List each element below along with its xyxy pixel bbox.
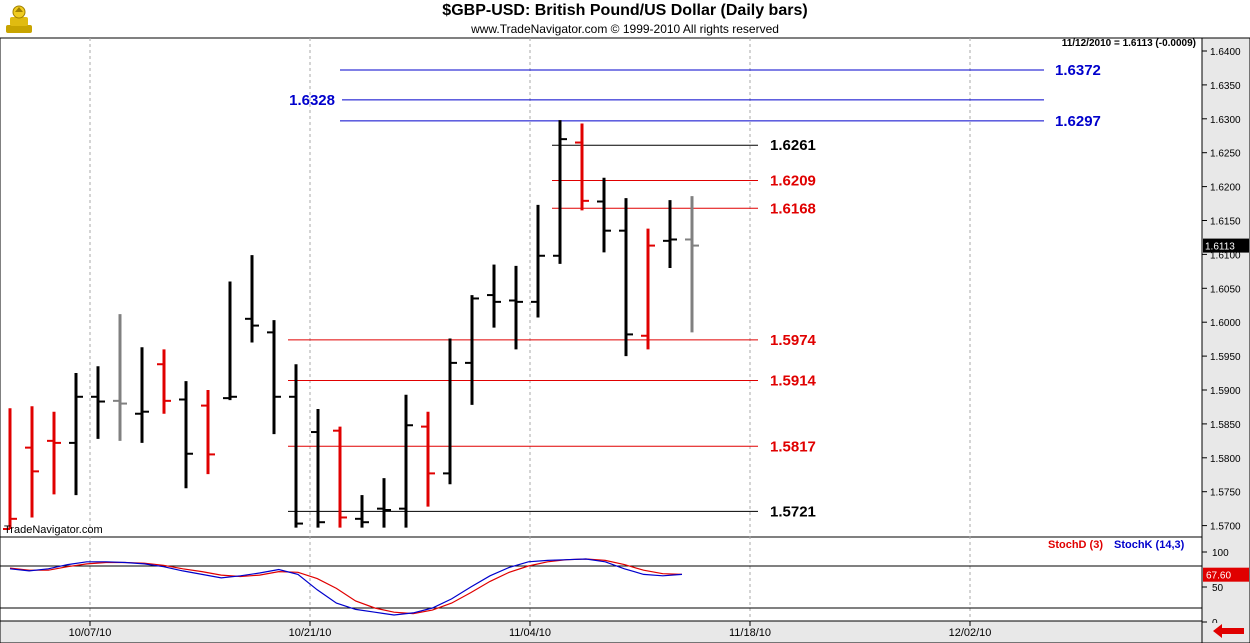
price-tick-label: 1.5700 bbox=[1210, 522, 1241, 533]
date-tick-label: 10/07/10 bbox=[69, 627, 112, 639]
oscillator-tick-label: 100 bbox=[1212, 548, 1229, 559]
last-quote-readout: 11/12/2010 = 1.6113 (-0.0009) bbox=[1062, 38, 1196, 49]
level-label: 1.6168 bbox=[770, 200, 816, 217]
price-tick-label: 1.6250 bbox=[1210, 149, 1241, 160]
level-label: 1.6372 bbox=[1055, 62, 1101, 79]
ohlc-bar bbox=[487, 264, 501, 328]
ohlc-bar bbox=[553, 120, 567, 264]
price-tick-label: 1.5950 bbox=[1210, 352, 1241, 363]
ohlc-bar bbox=[267, 320, 281, 435]
level-label: 1.6297 bbox=[1055, 113, 1101, 130]
level-lines: 1.6372 1.6328 1.6297 1.6261 1.6209 1.6168 1.59… bbox=[288, 62, 1101, 520]
ohlc-bar bbox=[399, 394, 413, 528]
last-price-tag bbox=[1203, 238, 1249, 253]
date-tick-label: 11/18/10 bbox=[729, 627, 771, 639]
date-tick-label: 10/21/10 bbox=[289, 627, 332, 639]
legend-stochd: StochD (3) bbox=[1048, 539, 1103, 551]
ohlc-bar bbox=[179, 381, 193, 489]
ohlc-bar bbox=[377, 478, 391, 528]
price-tick-label: 1.5900 bbox=[1210, 386, 1241, 397]
oscillator-series-line bbox=[9, 558, 683, 616]
ohlc-bar bbox=[355, 495, 369, 528]
oscillator-panel bbox=[0, 536, 1203, 622]
ohlc-bar bbox=[619, 198, 633, 357]
last-price-tag-label: 1.6113 bbox=[1205, 242, 1235, 253]
price-tick-label: 1.6300 bbox=[1210, 115, 1241, 126]
oscillator-tick-label: 50 bbox=[1212, 583, 1224, 594]
level-label: 1.6328 bbox=[289, 92, 335, 109]
chart-title: $GBP-USD: British Pound/US Dollar (Daily… bbox=[442, 2, 808, 19]
ohlc-bar bbox=[135, 347, 149, 443]
ohlc-bar bbox=[113, 314, 127, 441]
price-axis-panel bbox=[1201, 37, 1250, 643]
oscillator-lines bbox=[9, 558, 683, 616]
ohlc-bar bbox=[311, 408, 325, 528]
scroll-left-icon[interactable] bbox=[1207, 623, 1247, 640]
ohlc-bar bbox=[47, 411, 61, 495]
ohlc-bar bbox=[421, 411, 435, 507]
ohlc-bar bbox=[289, 364, 303, 528]
trade-navigator-logo-icon bbox=[4, 3, 34, 35]
ohlc-bar bbox=[333, 426, 347, 528]
ohlc-bar bbox=[3, 408, 17, 530]
oscillator-value-tag-label: 67.60 bbox=[1206, 571, 1231, 582]
level-label: 1.5817 bbox=[770, 438, 816, 455]
price-tick-label: 1.6100 bbox=[1210, 250, 1241, 261]
level-label: 1.6209 bbox=[770, 172, 816, 189]
price-tick-label: 1.6400 bbox=[1210, 47, 1241, 58]
ohlc-bar bbox=[201, 390, 215, 475]
price-tick-label: 1.5750 bbox=[1210, 488, 1241, 499]
price-tick-label: 1.6150 bbox=[1210, 217, 1241, 228]
oscillator-value-tag bbox=[1203, 567, 1249, 582]
ohlc-bar bbox=[685, 196, 699, 333]
date-tick-label: 11/04/10 bbox=[509, 627, 551, 639]
level-label: 1.5914 bbox=[770, 373, 817, 390]
scroll-left-arrow bbox=[1213, 624, 1244, 638]
ohlc-bar bbox=[663, 200, 677, 268]
ohlc-bar bbox=[223, 281, 237, 401]
ohlc-bar bbox=[245, 255, 259, 343]
ohlc-bar bbox=[531, 204, 545, 318]
ohlc-bar bbox=[575, 123, 589, 211]
chart-subtitle: www.TradeNavigator.com © 1999-2010 All r… bbox=[471, 22, 779, 36]
ohlc-bar bbox=[597, 177, 611, 253]
ohlc-bar bbox=[91, 366, 105, 439]
level-label: 1.6261 bbox=[770, 137, 816, 154]
ohlc-bar bbox=[641, 228, 655, 350]
ohlc-bar bbox=[509, 265, 523, 350]
date-axis-panel bbox=[0, 620, 1203, 643]
price-tick-label: 1.5850 bbox=[1210, 420, 1241, 431]
price-tick-label: 1.6050 bbox=[1210, 284, 1241, 295]
level-label: 1.5974 bbox=[770, 332, 817, 349]
ohlc-bar bbox=[443, 338, 457, 485]
price-tick-label: 1.6350 bbox=[1210, 81, 1241, 92]
ohlc-bar bbox=[69, 373, 83, 496]
level-label: 1.5721 bbox=[770, 503, 816, 520]
price-tick-label: 1.6000 bbox=[1210, 318, 1241, 329]
legend-stochk: StochK (14,3) bbox=[1114, 539, 1185, 551]
date-tick-label: 12/02/10 bbox=[949, 627, 992, 639]
price-panel bbox=[0, 37, 1203, 538]
ohlc-bar bbox=[465, 295, 479, 405]
ohlc-bar bbox=[25, 406, 39, 518]
price-tick-label: 1.6200 bbox=[1210, 183, 1241, 194]
price-tick-label: 1.5800 bbox=[1210, 454, 1241, 465]
price-axis: 1.6400 1.6350 1.6300 1.6250 1.6200 1.6150 1.61… bbox=[1202, 47, 1241, 533]
ohlc-bar bbox=[157, 349, 171, 414]
watermark-text: TradeNavigator.com bbox=[4, 524, 103, 536]
price-bars bbox=[3, 120, 699, 530]
